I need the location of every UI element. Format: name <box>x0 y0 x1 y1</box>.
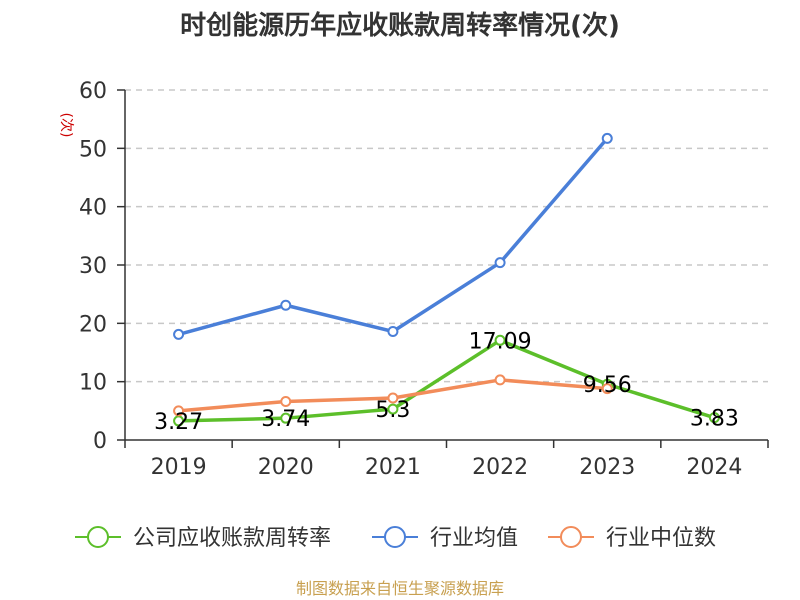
legend-item[interactable]: 行业中位数 <box>548 526 716 551</box>
data-label: 17.09 <box>469 329 532 354</box>
y-tick-label: 40 <box>79 196 107 221</box>
legend-marker <box>560 526 582 548</box>
y-tick-label: 30 <box>79 254 107 279</box>
x-tick-label: 2024 <box>686 455 742 480</box>
data-point <box>601 132 613 144</box>
data-point <box>601 383 613 395</box>
y-tick-label: 60 <box>79 79 107 104</box>
data-point <box>280 299 292 311</box>
x-tick-label: 2023 <box>579 455 635 480</box>
x-tick-label: 2022 <box>472 455 528 480</box>
data-point <box>494 334 506 346</box>
y-tick-label: 50 <box>79 137 107 162</box>
data-label: 5.3 <box>375 398 410 423</box>
data-point <box>387 392 399 404</box>
data-point <box>494 257 506 269</box>
x-tick-label: 2021 <box>365 455 421 480</box>
data-point <box>387 326 399 337</box>
source-note: 制图数据来自恒生聚源数据库 <box>296 579 504 598</box>
x-tick-label: 2019 <box>151 455 207 480</box>
x-tick-label: 2020 <box>258 455 314 480</box>
data-point <box>173 328 185 340</box>
data-point <box>173 405 185 417</box>
legend-label: 行业均值 <box>430 526 518 551</box>
legend-label: 公司应收账款周转率 <box>133 526 331 551</box>
axes: 0 10 20 30 40 50 60 2019 2020 2021 2022 2023 2024 <box>79 79 769 480</box>
legend-marker <box>384 526 406 548</box>
grid <box>125 89 768 383</box>
series-line-0 <box>178 338 715 423</box>
y-tick-label: 20 <box>79 312 107 337</box>
data-point <box>173 415 185 427</box>
legend-item[interactable]: 公司应收账款周转率 <box>75 526 331 551</box>
legend-marker <box>87 526 109 548</box>
series <box>173 132 720 427</box>
y-axis-label: (次) <box>58 113 74 138</box>
data-label: 3.74 <box>261 407 310 432</box>
data-label: 3.83 <box>690 407 739 432</box>
data-point <box>280 412 292 424</box>
data-label: 3.27 <box>154 410 203 435</box>
series-line-1 <box>178 137 609 337</box>
data-point <box>494 374 506 386</box>
data-point <box>280 396 292 407</box>
data-point <box>708 412 720 424</box>
legend-item[interactable]: 行业均值 <box>372 526 518 551</box>
data-label: 9.56 <box>583 373 632 398</box>
chart-title: 时创能源历年应收账款周转率情况(次) <box>180 10 620 41</box>
data-point <box>387 403 399 415</box>
y-tick-label: 10 <box>79 371 107 396</box>
data-labels: 3.27 3.74 5.3 17.09 9.56 3.83 <box>154 329 739 435</box>
y-tick-label: 0 <box>93 429 107 454</box>
legend-label: 行业中位数 <box>606 526 716 551</box>
legend[interactable]: 公司应收账款周转率 行业均值 行业中位数 <box>75 526 716 551</box>
